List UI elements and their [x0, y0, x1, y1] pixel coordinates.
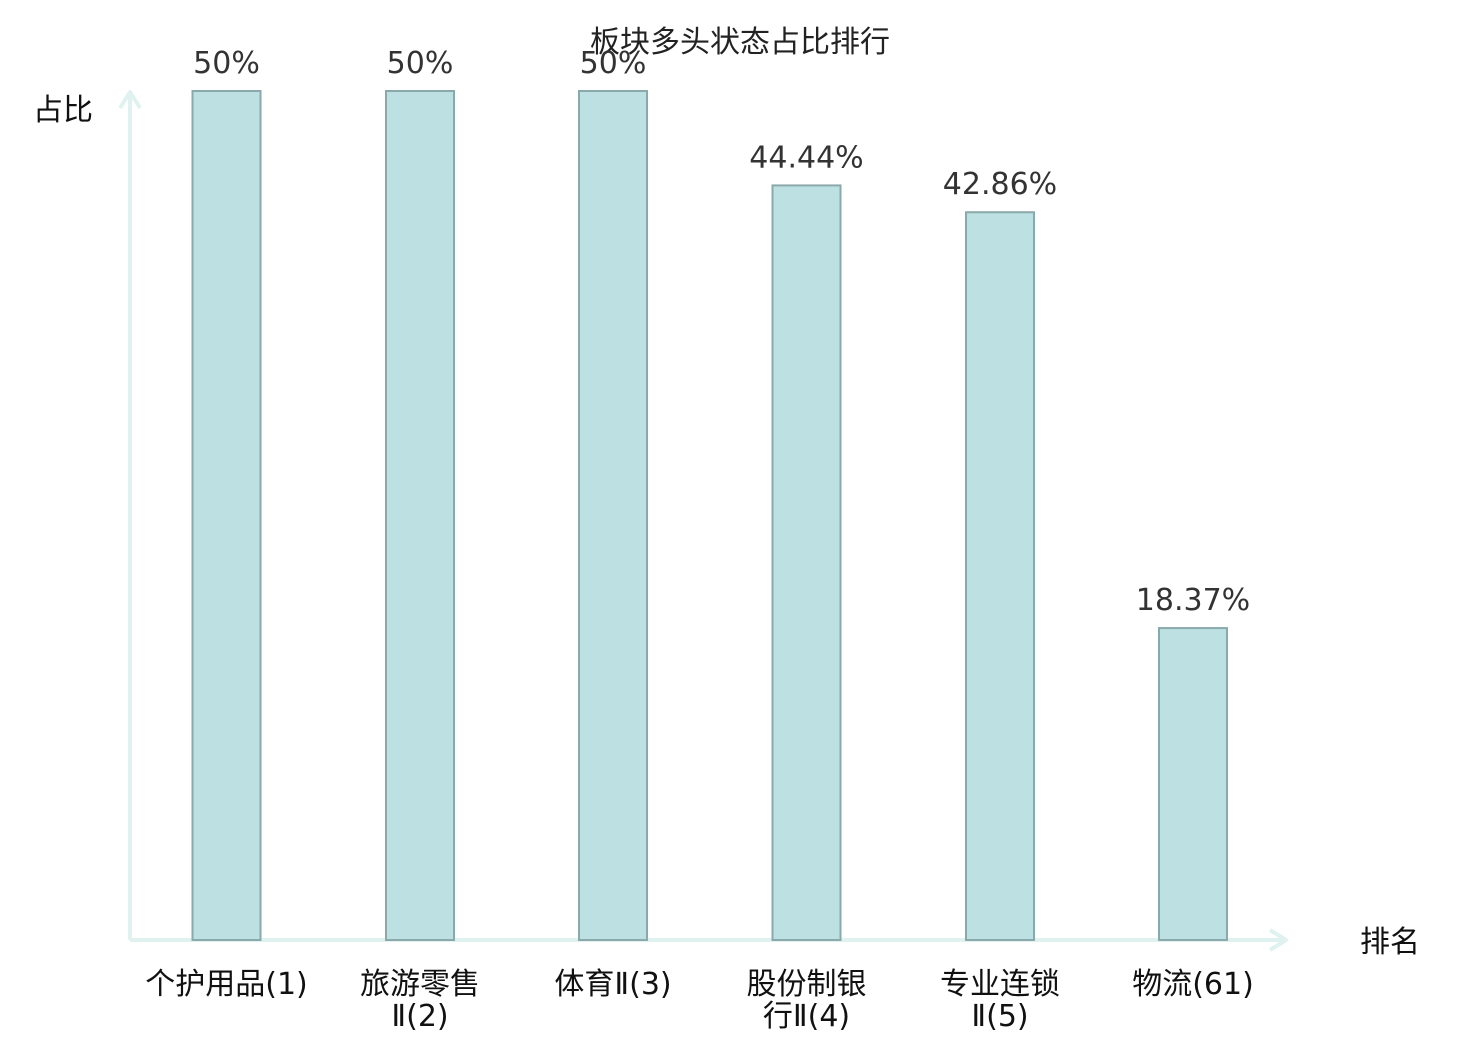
category-label: 体育Ⅱ(3) — [554, 967, 671, 1002]
bar — [191, 90, 262, 941]
category-label: 专业连锁 — [940, 967, 1060, 1002]
bar — [771, 184, 842, 941]
bar — [385, 90, 455, 941]
value-label: 44.44% — [749, 140, 863, 175]
bars-group — [191, 90, 1228, 942]
y-axis-arrow — [118, 90, 142, 110]
chart-title: 板块多头状态占比排行 — [590, 25, 890, 60]
category-label: Ⅱ(5) — [971, 999, 1028, 1034]
value-label: 50% — [387, 46, 454, 81]
category-label: 行Ⅱ(4) — [763, 999, 850, 1034]
category-label: Ⅱ(2) — [391, 999, 448, 1034]
category-label: 个护用品(1) — [145, 967, 308, 1002]
x-axis-label: 排名 — [1360, 925, 1420, 960]
value-label: 18.37% — [1136, 583, 1250, 618]
value-label: 50% — [193, 46, 260, 81]
bar — [1158, 627, 1228, 941]
x-axis-arrow — [1268, 928, 1288, 952]
y-axis-label: 占比 — [33, 93, 93, 128]
bar — [965, 211, 1035, 942]
category-label: 旅游零售 — [360, 967, 480, 1002]
bar — [578, 90, 648, 941]
value-label: 50% — [580, 46, 647, 81]
value-labels-group: 50% 50% 50% 44.44% 42.86% 18.37% — [193, 46, 1250, 618]
category-label: 物流(61) — [1132, 967, 1254, 1002]
category-label: 股份制银 — [747, 967, 867, 1002]
value-label: 42.86% — [943, 167, 1057, 202]
